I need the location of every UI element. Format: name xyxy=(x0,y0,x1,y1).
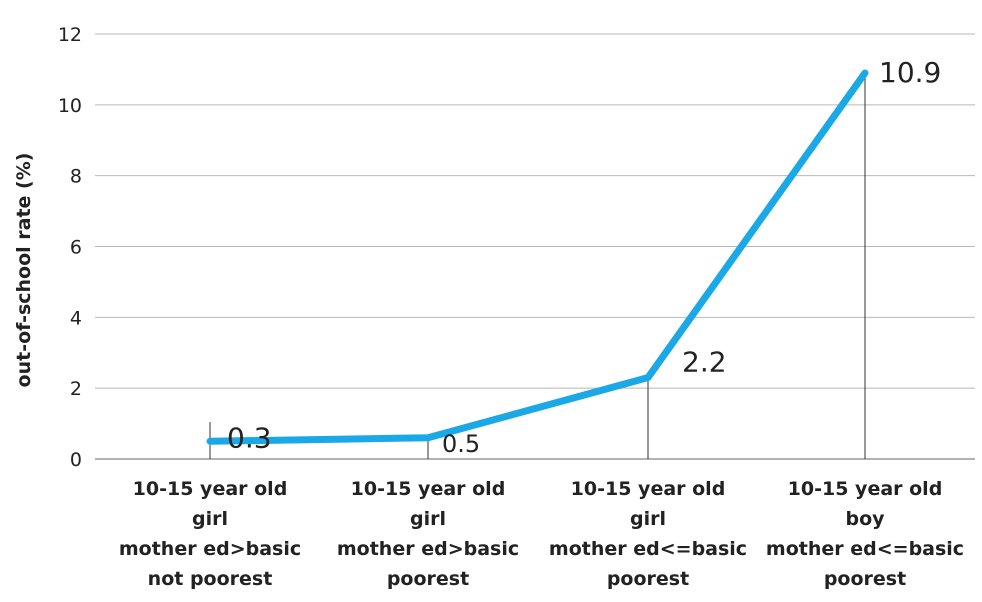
data-label: 10.9 xyxy=(879,56,941,89)
x-category-line: mother ed>basic xyxy=(336,538,520,560)
y-tick-label: 0 xyxy=(70,449,82,471)
category-drop-lines xyxy=(209,72,866,459)
x-category-line: boy xyxy=(845,508,885,530)
x-category-label: 10-15 year old girl mother ed>basic poorest xyxy=(323,474,533,594)
x-category-line: poorest xyxy=(823,568,907,590)
y-tick-label: 2 xyxy=(70,378,82,400)
x-category-line: mother ed<=basic xyxy=(765,538,965,560)
series-line xyxy=(206,69,869,445)
gridlines xyxy=(95,33,975,460)
x-category-line: girl xyxy=(410,508,446,530)
x-category-line: 10-15 year old xyxy=(787,478,943,500)
x-category-label: 10-15 year old girl mother ed<=basic poores… xyxy=(543,474,753,594)
x-category-label: 10-15 year old girl mother ed>basic not poo… xyxy=(105,474,315,594)
x-category-line: poorest xyxy=(606,568,690,590)
x-category-line: not poorest xyxy=(147,568,273,590)
y-axis-label: out-of-school rate (%) xyxy=(13,152,35,388)
data-label: 0.3 xyxy=(227,421,272,454)
x-category-line: 10-15 year old xyxy=(350,478,506,500)
y-tick-label: 4 xyxy=(70,307,82,329)
x-category-line: mother ed>basic xyxy=(118,538,302,560)
data-labels: 0.3 0.5 2.2 10.9 xyxy=(227,56,941,458)
y-tick-label: 8 xyxy=(70,166,82,188)
x-category-label: 10-15 year old boy mother ed<=basic poorest xyxy=(760,474,970,594)
x-category-line: 10-15 year old xyxy=(132,478,288,500)
y-tick-label: 12 xyxy=(58,24,82,46)
y-axis-ticks: 0 2 4 6 8 10 12 xyxy=(58,24,82,471)
data-label: 0.5 xyxy=(442,430,480,458)
y-tick-label: 6 xyxy=(70,237,82,259)
x-category-line: 10-15 year old xyxy=(570,478,726,500)
x-category-line: girl xyxy=(192,508,228,530)
x-category-line: girl xyxy=(630,508,666,530)
y-tick-label: 10 xyxy=(58,95,82,117)
x-category-line: mother ed<=basic xyxy=(548,538,748,560)
x-category-line: poorest xyxy=(386,568,470,590)
data-label: 2.2 xyxy=(682,346,727,379)
